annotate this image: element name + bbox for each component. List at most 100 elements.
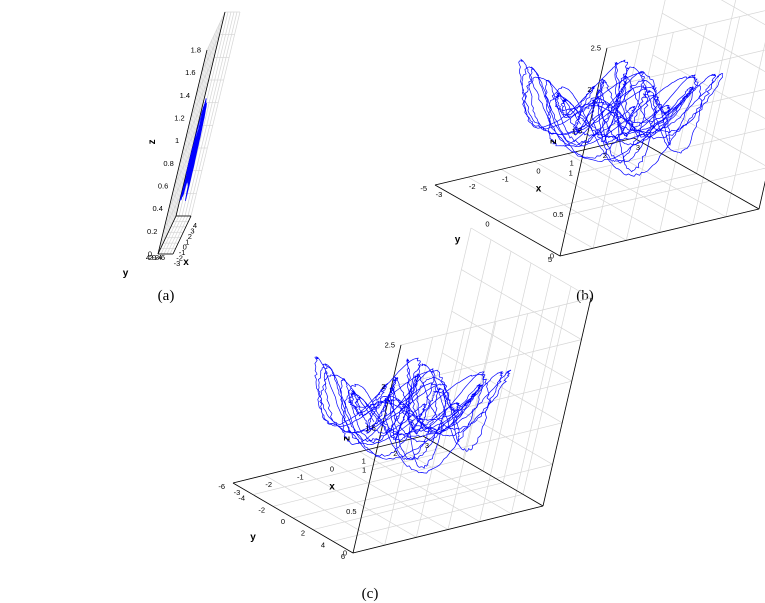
axis-edges [434, 47, 765, 257]
y-axis-line [434, 184, 561, 257]
y-tick-label: -6 [218, 482, 225, 491]
z-tick-label: 2.5 [385, 341, 395, 350]
y-tick-label: 0 [281, 517, 285, 526]
y-tick-label: 2 [149, 253, 153, 262]
x-tick-label: 1 [570, 159, 574, 168]
panel-caption: (a) [158, 288, 175, 304]
trajectory-line [314, 356, 512, 474]
x-axis-label: x [183, 257, 189, 268]
x-tick-label: -1 [297, 472, 304, 481]
panel-caption: (c) [362, 586, 379, 602]
y-axis-line [232, 482, 354, 554]
back-edge-x [352, 505, 544, 554]
y-tick-label: 4 [146, 253, 150, 262]
y-tick-label: 4 [321, 540, 325, 549]
trajectory-line [518, 58, 724, 177]
z-tick-label: 0.4 [152, 204, 162, 213]
x-tick-label: 0 [536, 167, 540, 176]
z-tick-label: 1 [569, 168, 573, 177]
z-tick-label: 1.2 [174, 114, 184, 123]
panel-c: 0 0.5 1 1.5 2 2.5 -6 -4 -2 0 2 4 6 -3 -2 -1 0 1 2 3 z y x (c) [218, 227, 592, 602]
z-tick-label: 2 [381, 382, 385, 391]
axis-labels: z y x [455, 139, 559, 245]
x-tick-label: -2 [265, 480, 272, 489]
x-tick-label: 1 [185, 237, 189, 246]
y-axis-label: y [250, 532, 256, 543]
z-tick-label: 0.5 [553, 210, 563, 219]
y-tick-label: 5 [548, 255, 552, 264]
grid [434, 0, 765, 257]
z-axis-line [157, 49, 208, 255]
tick-labels: 0 0.5 1 1.5 2 2.5 -6 -4 -2 0 2 4 6 -3 -2 -1 0 1 2 3 [218, 341, 429, 562]
y-tick-label: 0 [485, 220, 489, 229]
x-tick-label: 4 [193, 221, 197, 230]
z-axis-label: z [147, 139, 158, 144]
back-edge-z [758, 180, 765, 210]
back-edge-x [157, 215, 177, 255]
x-tick-label: -2 [176, 254, 183, 263]
z-tick-label: 0.6 [158, 182, 168, 191]
x-axis-line [232, 435, 424, 484]
z-tick-label: 1.8 [191, 46, 201, 55]
z-tick-label: 0.2 [147, 227, 157, 236]
panel-caption: (b) [576, 288, 594, 304]
y-tick-label: -4 [155, 253, 162, 262]
x-tick-label: 0 [183, 243, 187, 252]
trajectory [518, 58, 724, 177]
back-edge-y [633, 137, 760, 210]
x-axis-line [434, 137, 635, 186]
x-axis-line [172, 215, 192, 255]
x-tick-label: 3 [190, 226, 194, 235]
z-tick-label: 0 [148, 250, 152, 259]
trajectory-line [179, 98, 208, 202]
z-tick-label: 2 [587, 85, 591, 94]
z-tick-label: 1 [362, 465, 366, 474]
z-tick-label: 0.5 [346, 507, 356, 516]
y-tick-label: -5 [420, 184, 427, 193]
back-edge-z [542, 297, 592, 507]
back-edge-x [559, 208, 760, 257]
y-tick-label: -4 [238, 494, 245, 503]
y-tick-label: -6 [158, 253, 165, 262]
y-tick-label: 0 [152, 253, 156, 262]
y-tick-label: -2 [152, 253, 159, 262]
axis-labels: z y x [123, 139, 190, 279]
x-tick-label: -2 [469, 182, 476, 191]
x-tick-label: 2 [188, 232, 192, 241]
x-tick-label: -1 [179, 248, 186, 257]
z-axis-label: z [548, 139, 559, 144]
x-tick-label: -1 [502, 174, 509, 183]
x-tick-label: 1 [362, 457, 366, 466]
grid [232, 227, 592, 554]
x-tick-label: 0 [330, 465, 334, 474]
panel-a: 00.20.40.60.811.21.41.61.8-6-4-2024-3-2-… [123, 11, 241, 304]
x-tick-label: 3 [636, 143, 640, 152]
z-tick-label: 1.4 [180, 91, 190, 100]
z-axis-label: z [341, 436, 352, 441]
z-tick-label: 1.5 [365, 424, 375, 433]
z-tick-label: 1.5 [572, 127, 582, 136]
x-tick-label: 3 [425, 441, 429, 450]
trajectory [314, 356, 512, 474]
x-tick-label: -3 [234, 488, 241, 497]
tick-labels: 00.20.40.60.811.21.41.61.8-6-4-2024-3-2-… [146, 46, 201, 269]
back-edge-z [175, 11, 226, 217]
y-tick-label: -2 [258, 505, 265, 514]
z-tick-label: 0.8 [163, 159, 173, 168]
z-tick-label: 0 [550, 252, 554, 261]
x-tick-label: -3 [436, 190, 443, 199]
y-axis-label: y [455, 235, 461, 246]
axis-labels: z y x [250, 436, 352, 543]
x-axis-label: x [329, 482, 335, 493]
back-edge-y [422, 435, 544, 507]
x-axis-label: x [536, 184, 542, 195]
x-tick-label: 2 [603, 151, 607, 160]
z-tick-label: 0 [343, 549, 347, 558]
z-tick-label: 2.5 [591, 44, 601, 53]
y-tick-label: 2 [301, 529, 305, 538]
z-tick-label: 1.6 [185, 68, 195, 77]
axis-edges [232, 297, 592, 554]
